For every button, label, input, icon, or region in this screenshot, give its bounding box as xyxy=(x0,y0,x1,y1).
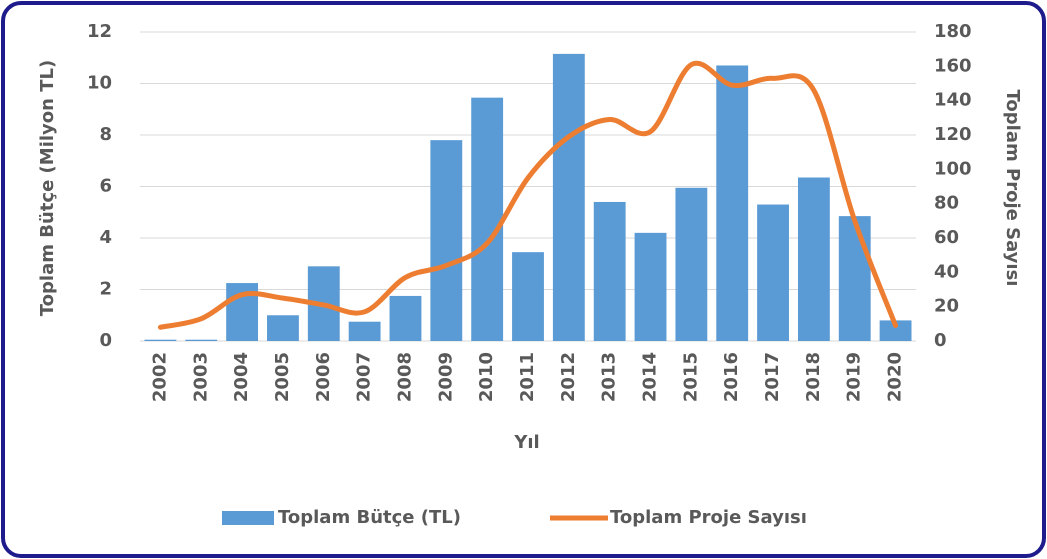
y2-tick-label: 100 xyxy=(934,158,972,179)
y-tick-label: 4 xyxy=(99,227,112,248)
y-tick-label: 0 xyxy=(99,330,112,351)
bar xyxy=(185,339,218,341)
x-tick-label: 2007 xyxy=(354,352,375,402)
bar xyxy=(757,204,789,341)
bar xyxy=(471,97,504,341)
bar xyxy=(144,339,177,341)
bar xyxy=(716,65,749,341)
x-tick-label: 2011 xyxy=(517,352,538,402)
y2-tick-label: 80 xyxy=(934,193,959,214)
x-tick-label: 2018 xyxy=(803,352,824,402)
bar xyxy=(430,140,463,341)
bar xyxy=(389,295,422,341)
x-tick-label: 2006 xyxy=(313,352,334,402)
x-tick-label: 2005 xyxy=(272,352,293,402)
x-tick-label: 2015 xyxy=(680,352,701,402)
x-tick-label: 2017 xyxy=(762,352,783,402)
y2-tick-label: 180 xyxy=(934,21,972,42)
y-tick-label: 6 xyxy=(99,176,112,197)
y2-tick-label: 0 xyxy=(934,330,947,351)
bar xyxy=(675,187,708,341)
bar xyxy=(593,201,626,341)
y-axis-title: Toplam Bütçe (Milyon TL) xyxy=(37,60,58,316)
y2-tick-label: 140 xyxy=(934,90,972,111)
y2-axis-title: Toplam Proje Sayısı xyxy=(1002,90,1023,287)
x-tick-label: 2013 xyxy=(599,352,620,402)
bar xyxy=(838,216,871,341)
bar xyxy=(267,315,299,341)
x-tick-label: 2009 xyxy=(435,352,456,402)
bar xyxy=(634,232,667,341)
line xyxy=(157,60,899,330)
y2-tick-label: 160 xyxy=(934,55,972,76)
x-axis-title: Yıl xyxy=(513,432,539,453)
x-tick-label: 2019 xyxy=(844,352,865,402)
x-tick-label: 2008 xyxy=(394,352,415,402)
bar xyxy=(512,252,544,341)
legend-swatch xyxy=(222,511,274,525)
y2-tick-label: 60 xyxy=(934,227,959,248)
bar xyxy=(879,320,912,341)
x-tick-label: 2016 xyxy=(721,352,742,402)
y-tick-label: 10 xyxy=(87,73,112,94)
legend-label: Toplam Bütçe (TL) xyxy=(278,507,461,528)
legend-label: Toplam Proje Sayısı xyxy=(610,507,807,528)
bar xyxy=(348,321,381,341)
x-tick-label: 2012 xyxy=(558,352,579,402)
x-tick-label: 2020 xyxy=(885,352,906,402)
x-tick-label: 2014 xyxy=(640,352,661,402)
y-tick-label: 8 xyxy=(99,124,112,145)
x-tick-label: 2010 xyxy=(476,352,497,402)
x-tick-label: 2003 xyxy=(190,352,211,402)
bar xyxy=(552,53,585,341)
y2-tick-label: 20 xyxy=(934,296,959,317)
y-tick-label: 2 xyxy=(99,279,112,300)
bar xyxy=(797,177,830,341)
x-tick-label: 2002 xyxy=(149,352,170,402)
x-tick-label: 2004 xyxy=(231,352,252,402)
y2-tick-label: 40 xyxy=(934,261,959,282)
y-tick-label: 12 xyxy=(87,21,112,42)
y2-tick-label: 120 xyxy=(934,124,972,145)
